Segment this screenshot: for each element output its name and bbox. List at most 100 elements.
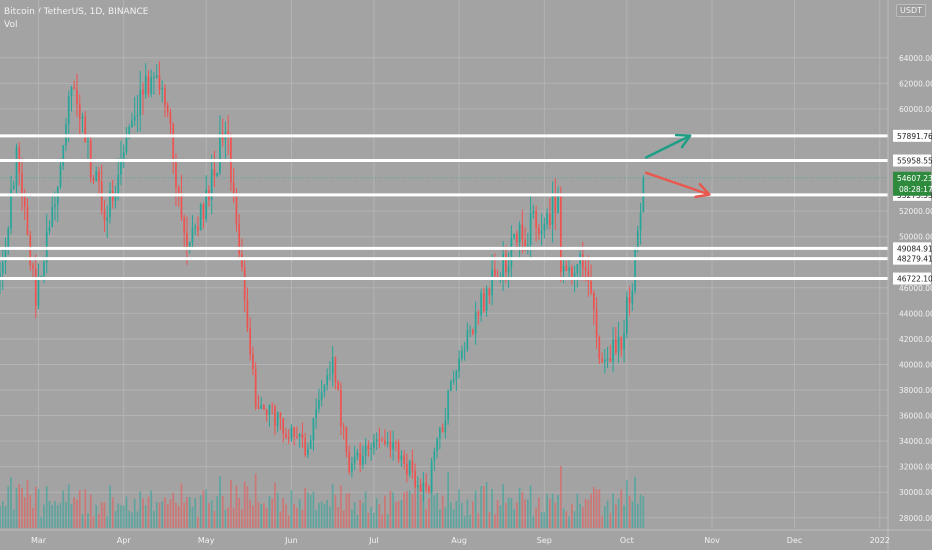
candle-body — [573, 272, 576, 280]
candle-body — [351, 463, 353, 472]
candle-body — [529, 213, 532, 245]
level-price-tag — [893, 252, 931, 265]
level-price-label[interactable]: 55958.55 — [897, 157, 932, 166]
price-tick-label[interactable]: 40000.00 — [899, 360, 932, 369]
candle-body — [450, 381, 452, 391]
price-tick-label[interactable]: 44000.00 — [899, 309, 932, 318]
candle-body — [164, 88, 166, 106]
volume-bar — [367, 512, 370, 528]
time-tick-label[interactable]: Jun — [284, 536, 298, 545]
volume-bar — [213, 510, 216, 528]
time-tick-label[interactable]: 2022 — [870, 536, 890, 545]
time-tick-label[interactable]: Sep — [537, 536, 552, 545]
volume-bar — [56, 505, 59, 528]
volume-bar — [183, 502, 186, 528]
price-axis[interactable]: 64000.00 62000.00 60000.00 52000.00 50000.00… — [887, 0, 932, 550]
volume-bar — [23, 497, 26, 528]
price-tick-label[interactable]: 64000.00 — [899, 54, 932, 63]
volume-bar — [202, 490, 205, 528]
volume-bar — [274, 482, 276, 528]
level-price-label[interactable]: 49084.91 — [897, 244, 932, 253]
price-tick-label[interactable]: 50000.00 — [899, 233, 932, 242]
horizontal-levels[interactable]: 57891.7655958.5553273.5349084.9148279.41… — [0, 129, 932, 285]
volume-bar — [84, 489, 87, 528]
candle-body — [103, 210, 106, 221]
price-tick-label[interactable]: 46000.00 — [899, 284, 932, 293]
volume-bar — [326, 500, 329, 528]
volume-bar — [246, 486, 249, 528]
price-tick-label[interactable]: 36000.00 — [899, 412, 932, 421]
candle-body — [510, 237, 513, 267]
volume-bar — [425, 508, 427, 528]
time-tick-label[interactable]: Dec — [787, 536, 802, 545]
candle-body — [1, 261, 4, 274]
candle-body — [139, 89, 142, 116]
volume-bar — [559, 465, 562, 528]
time-axis[interactable]: Mar Apr May Jun Jul Aug Sep Oct Nov Dec 2022 — [0, 529, 932, 545]
level-price-label[interactable]: 48279.41 — [897, 255, 932, 264]
currency-badge[interactable]: USDT — [896, 4, 926, 17]
candle-body — [34, 268, 37, 306]
candle-body — [43, 262, 45, 276]
candle-body — [452, 379, 455, 382]
candle-body — [169, 112, 172, 124]
volume-bar — [403, 492, 405, 528]
volume-bar — [362, 503, 364, 528]
time-tick-label[interactable]: Mar — [31, 536, 47, 545]
volume-bar — [526, 499, 529, 528]
volume-bar — [144, 505, 147, 528]
volume-bar — [142, 498, 144, 528]
time-tick-label[interactable]: Nov — [704, 536, 720, 545]
candle-body — [158, 75, 161, 90]
volume-bar — [428, 498, 430, 528]
symbol-title[interactable]: Bitcoin / TetherUS, 1D, BINANCE — [4, 7, 149, 17]
volume-bar — [232, 507, 235, 528]
price-tick-label[interactable]: 62000.00 — [899, 79, 932, 88]
candle-body — [202, 204, 205, 220]
level-price-label[interactable]: 57891.76 — [897, 132, 932, 141]
candle-body — [587, 270, 590, 281]
candle-body — [59, 165, 62, 187]
volume-bar — [364, 491, 367, 528]
volume-bar — [612, 493, 614, 528]
level-price-tag — [893, 129, 931, 142]
candle-body — [403, 455, 405, 464]
price-tick-label[interactable]: 28000.00 — [899, 514, 932, 523]
volume-bar — [282, 497, 285, 528]
price-tick-label[interactable]: 34000.00 — [899, 437, 932, 446]
volume-bar — [606, 500, 609, 528]
candle-body — [177, 187, 180, 193]
volume-bar — [466, 499, 469, 528]
time-tick-label[interactable]: Jul — [368, 536, 379, 545]
time-tick-label[interactable]: Aug — [451, 536, 467, 545]
time-tick-label[interactable]: May — [198, 536, 215, 545]
candle-body — [485, 288, 488, 311]
price-tick-label[interactable]: 42000.00 — [899, 335, 932, 344]
price-tick-label[interactable]: 32000.00 — [899, 463, 932, 472]
volume-bar — [243, 481, 246, 528]
candle-body — [241, 254, 243, 268]
candle-body — [131, 120, 133, 127]
price-tick-label[interactable]: 52000.00 — [899, 207, 932, 216]
price-tick-label[interactable]: 38000.00 — [899, 386, 932, 395]
price-tick-label[interactable]: 60000.00 — [899, 105, 932, 114]
volume-bar — [26, 480, 29, 528]
time-tick-label[interactable]: Apr — [117, 536, 132, 545]
candle-body — [386, 441, 389, 444]
level-price-label[interactable]: 46722.10 — [897, 275, 932, 284]
volume-bar — [117, 503, 120, 528]
candle-body — [276, 412, 279, 427]
volume-bar — [488, 512, 491, 528]
price-tick-label[interactable]: 30000.00 — [899, 488, 932, 497]
volume-bar — [477, 513, 480, 528]
volume-indicator-label[interactable]: Vol — [4, 20, 18, 30]
volume-bar — [136, 511, 139, 528]
volume-bar — [293, 503, 296, 528]
volume-bar — [51, 504, 54, 528]
time-tick-label[interactable]: Oct — [620, 536, 634, 545]
candle-body — [205, 190, 208, 220]
annotation-arrows[interactable] — [644, 133, 711, 199]
last-price-label: 54607.23 — [897, 174, 932, 183]
candle-body — [15, 147, 18, 187]
